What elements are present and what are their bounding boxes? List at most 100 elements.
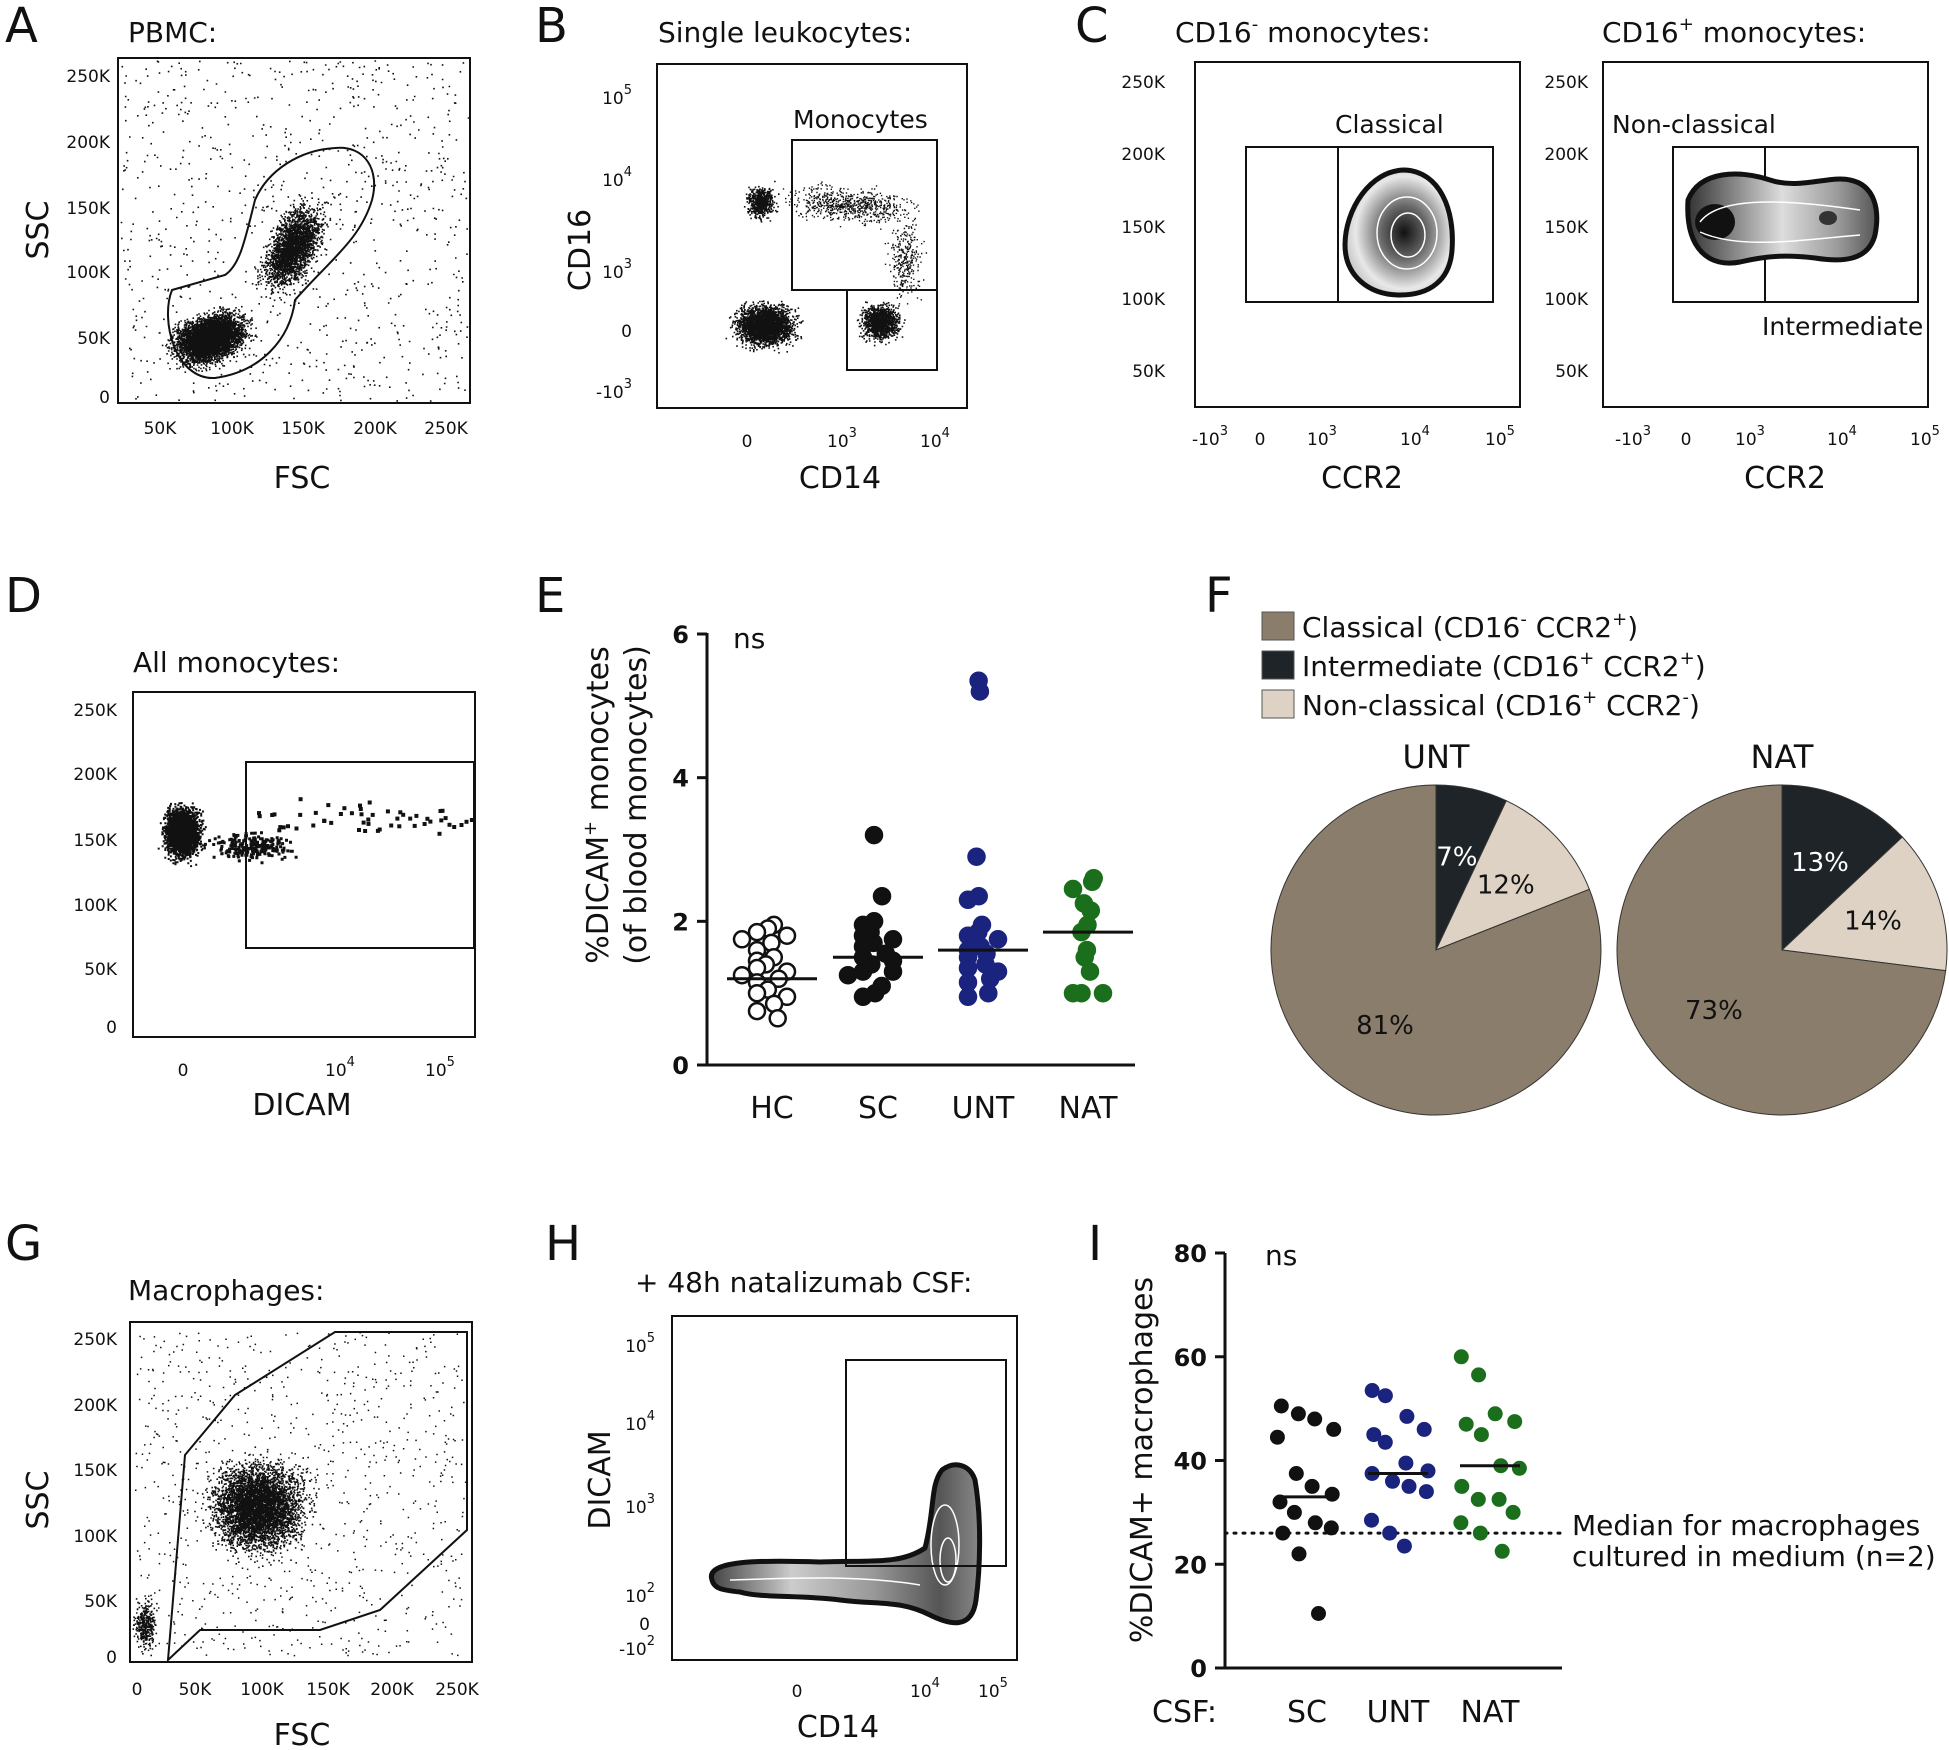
event-cloud [203, 831, 298, 865]
tick-label: 200K [73, 1396, 117, 1416]
data-point-unt [1396, 1538, 1412, 1554]
data-point-sc [883, 962, 903, 981]
tick-label: -103 [596, 377, 632, 403]
tick-label: 0 [106, 1018, 117, 1038]
event-dot [363, 829, 368, 833]
y-tick-label: 0 [1190, 1655, 1207, 1683]
event-dot [414, 813, 419, 818]
panel-c-classical-zebra [1342, 167, 1455, 298]
tick-label: 150K [1121, 218, 1165, 238]
data-point-hc [747, 922, 767, 942]
data-point-nat [1082, 872, 1102, 892]
event-dot [408, 816, 413, 821]
panel-f-pies: 7%12% 81% UNT 13% 14% 73% NAT [1270, 738, 1948, 1116]
data-point-hc [732, 930, 752, 949]
panel-i-marks [1269, 1349, 1527, 1621]
tick-label: 250K [424, 419, 468, 439]
data-point-nat [1505, 1504, 1521, 1520]
panel-d-xticks: 0 104 105 [178, 1055, 455, 1081]
panel-d-xlabel: DICAM [252, 1088, 351, 1123]
tick-label: 0 [132, 1680, 143, 1700]
event-dot [428, 819, 433, 824]
data-point-sc [853, 962, 873, 981]
panel-c: C CD16- monocytes: CD16+ monocytes: Clas… [1075, 0, 1940, 496]
tick-label: -103 [1192, 424, 1228, 450]
panel-h-title: + 48h natalizumab CSF: [635, 1266, 972, 1299]
panel-c-classical-label: Classical [1335, 110, 1444, 139]
category-label: HC [750, 1091, 794, 1126]
tick-label: 50K [77, 329, 111, 349]
data-point-nat [1507, 1414, 1523, 1430]
pie-title: UNT [1403, 738, 1470, 776]
data-point-sc [1326, 1421, 1342, 1437]
data-point-nat [1494, 1543, 1510, 1559]
event-dot [311, 823, 316, 828]
pie-slice-label: 13% [1791, 848, 1849, 878]
pie-slice-label: 73% [1685, 996, 1743, 1026]
tick-label: 0 [178, 1061, 189, 1081]
event-dot [375, 828, 380, 833]
tick-label: 250K [73, 701, 117, 721]
event-dot [358, 807, 363, 811]
tick-label: 0 [99, 388, 110, 408]
category-label: UNT [1367, 1695, 1430, 1730]
tick-label: 50K [84, 1592, 118, 1612]
event-cloud [743, 180, 780, 223]
panel-label-b: B [535, 0, 568, 54]
panel-e-ylabel-line2: (of blood monocytes) [619, 645, 654, 965]
panel-label-d: D [5, 568, 42, 624]
panel-e: E 0 2 4 6 HC SC UNT NAT ns %DICAM+ monocytes (… [535, 568, 1135, 1126]
data-point-sc [838, 965, 858, 985]
data-point-unt [979, 983, 998, 1003]
data-point-nat [1471, 1367, 1487, 1383]
legend-swatch-classical [1261, 611, 1295, 641]
category-label: SC [1287, 1695, 1327, 1730]
panel-e-ylabel-line1: %DICAM+ monocytes [580, 646, 616, 964]
panel-h-yticks: 105 104 103 102 0 -102 [619, 1331, 655, 1660]
panel-e-significance: ns [733, 622, 765, 655]
event-dot [385, 809, 390, 814]
tick-label: 100K [73, 896, 117, 916]
tick-label: 0 [1681, 430, 1692, 450]
tick-label: 105 [425, 1055, 455, 1081]
pie-slice-label: 7% [1436, 843, 1477, 873]
panel-a: A PBMC: 250K 200K 150K 100K 50K 0 50K 10… [5, 0, 471, 496]
y-tick-label: 0 [672, 1052, 689, 1080]
panel-c-left-xlabel: CCR2 [1321, 461, 1403, 496]
data-point-nat [1093, 983, 1113, 1003]
event-dot [329, 820, 334, 825]
data-point-sc [1324, 1486, 1340, 1502]
data-point-sc [1323, 1520, 1339, 1536]
y-tick-label: 20 [1174, 1551, 1207, 1579]
tick-label: 50K [1132, 362, 1166, 382]
tick-label: 104 [1827, 424, 1857, 450]
pie-slice-classical [1270, 784, 1602, 1116]
event-dot [367, 800, 372, 805]
data-point-unt [988, 930, 1008, 949]
tick-label: 100K [1121, 290, 1165, 310]
tick-label: 250K [1121, 73, 1165, 93]
tick-label: 103 [625, 1492, 655, 1518]
data-point-unt [1385, 1473, 1400, 1489]
panel-h-dicam-gate [845, 1359, 1007, 1567]
event-dot [294, 826, 299, 831]
data-point-sc [1286, 1504, 1302, 1520]
panel-h-ylabel: DICAM [583, 1430, 618, 1529]
panel-b-yticks: 105 104 103 0 -103 [596, 83, 632, 403]
tick-label: 105 [602, 83, 632, 109]
contour-core [1819, 211, 1837, 225]
event-dot [425, 816, 430, 821]
panel-g-xticks: 0 50K 100K 150K 200K 250K [132, 1680, 480, 1700]
panel-g-events [132, 1332, 467, 1657]
pie-title: NAT [1751, 738, 1814, 776]
panel-label-g: G [5, 1216, 42, 1272]
tick-label: 104 [625, 1409, 655, 1435]
event-dot [357, 828, 361, 832]
panel-c-left-gate-negative [1245, 146, 1339, 303]
category-label: NAT [1461, 1695, 1521, 1730]
pie-slice-intermediate [1781, 784, 1904, 952]
event-dot [278, 825, 283, 830]
data-point-sc [1269, 1429, 1285, 1445]
legend-label-nonclassical: Non-classical (CD16+ CCR2-) [1302, 687, 1700, 722]
panel-c-right-yticks: 250K 200K 150K 100K 50K [1544, 73, 1588, 382]
